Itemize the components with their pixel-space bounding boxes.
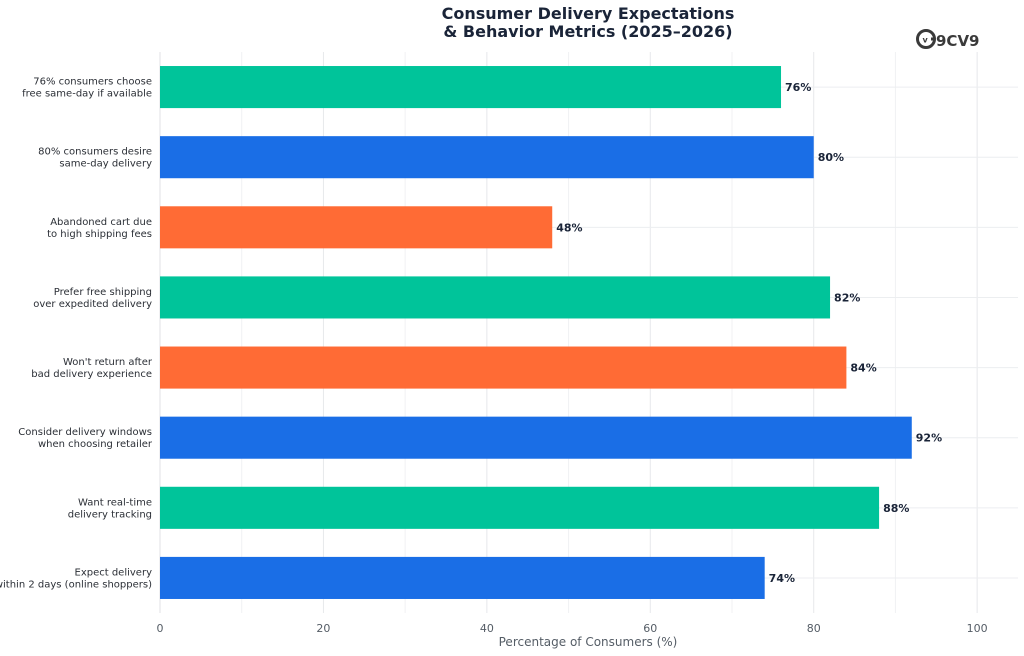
value-label: 80% xyxy=(818,151,844,164)
bar xyxy=(160,206,553,249)
x-tick-label: 80 xyxy=(807,622,821,635)
bar xyxy=(160,66,782,109)
value-label: 92% xyxy=(916,432,942,445)
value-label: 82% xyxy=(834,291,860,304)
value-label: 76% xyxy=(785,81,811,94)
bar xyxy=(160,556,765,599)
9cv9-logo-icon: v xyxy=(916,29,936,49)
category-label: Abandoned cart due to high shipping fees xyxy=(47,217,152,240)
category-label: Expect delivery within 2 days (online sho… xyxy=(0,567,152,590)
x-tick-label: 100 xyxy=(967,622,988,635)
chart-title: Consumer Delivery Expectations & Behavio… xyxy=(442,4,735,41)
x-axis-ticks: 0 20 40 60 80 100 xyxy=(157,622,988,635)
x-tick-label: 0 xyxy=(157,622,164,635)
x-axis-title: Percentage of Consumers (%) xyxy=(499,635,678,649)
x-tick-label: 60 xyxy=(643,622,657,635)
category-label: 76% consumers choose free same-day if ava… xyxy=(22,77,152,100)
category-label: Prefer free shipping over expedited deliv… xyxy=(33,287,152,310)
x-tick-label: 40 xyxy=(480,622,494,635)
category-label: 80% consumers desire same-day delivery xyxy=(38,147,152,170)
x-tick-label: 20 xyxy=(316,622,330,635)
value-label: 84% xyxy=(850,362,876,375)
chart-title-line-2: & Behavior Metrics (2025–2026) xyxy=(443,22,732,41)
category-label: Want real-time delivery tracking xyxy=(68,497,152,520)
chart-title-line-1: Consumer Delivery Expectations xyxy=(442,4,735,23)
category-label: Consider delivery windows when choosing r… xyxy=(18,427,153,450)
bar xyxy=(160,346,847,389)
category-labels: 76% consumers choose free same-day if ava… xyxy=(0,77,153,591)
bar xyxy=(160,136,814,179)
svg-text:v: v xyxy=(923,36,929,45)
logo: v 9CV9 xyxy=(916,29,980,50)
value-label: 74% xyxy=(769,572,795,585)
logo-text: 9CV9 xyxy=(936,32,980,50)
bar xyxy=(160,276,831,319)
bar xyxy=(160,416,912,459)
value-label: 88% xyxy=(883,502,909,515)
value-label: 48% xyxy=(556,221,582,234)
bars xyxy=(160,66,912,599)
category-label: Won't return after bad delivery experienc… xyxy=(31,357,153,380)
value-labels: 76% 80% 48% 82% 84% 92% 88% 74% xyxy=(556,81,942,585)
bar xyxy=(160,486,880,529)
